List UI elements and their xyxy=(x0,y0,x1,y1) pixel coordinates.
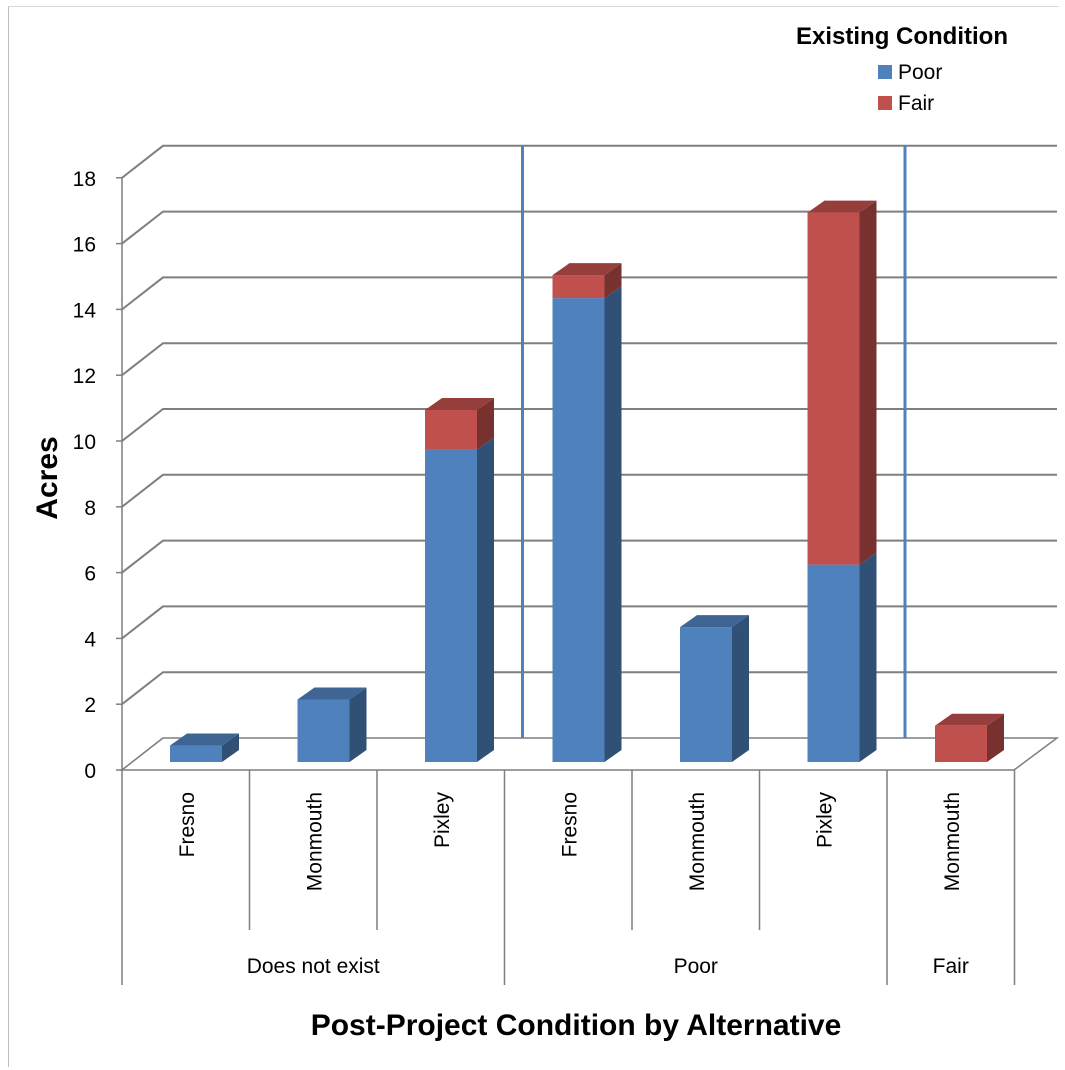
bar-side xyxy=(477,397,494,450)
bar-side xyxy=(349,687,367,762)
bar-front xyxy=(807,564,860,762)
bar-front xyxy=(170,745,222,762)
y-tick-label-2: 2 xyxy=(84,694,96,717)
legend-label-poor: Poor xyxy=(898,61,942,84)
group-label-fair: Fair xyxy=(933,955,969,978)
bar-5-monmouth-poor xyxy=(680,615,749,762)
left-wall-edge xyxy=(121,177,164,772)
bar-6-pixley-poor xyxy=(807,552,877,762)
bar-4-fresno-fair xyxy=(552,263,622,299)
y-tick-label-6: 6 xyxy=(84,563,96,586)
gridline-8 xyxy=(121,473,1057,508)
x-tick-label-6-pixley: Pixley xyxy=(813,792,836,849)
bars xyxy=(170,200,1004,762)
bar-side xyxy=(859,200,877,565)
y-tick-label-10: 10 xyxy=(73,431,96,454)
bar-front xyxy=(935,725,987,762)
legend-entry-poor: Poor xyxy=(878,61,942,84)
group-label-does-not-exist: Does not exist xyxy=(247,955,380,978)
x-axis-title: Post-Project Condition by Alternative xyxy=(311,1009,842,1042)
gridline-4 xyxy=(121,605,1057,640)
bar-2-monmouth-poor xyxy=(297,687,367,762)
y-axis-ticks: 0 2 4 6 8 10 12 14 16 18 xyxy=(73,168,122,783)
bar-front xyxy=(297,699,350,762)
x-tick-label-4-fresno: Fresno xyxy=(558,792,581,857)
bar-front xyxy=(552,275,605,299)
y-tick-label-12: 12 xyxy=(73,365,96,388)
bar-3-pixley-fair xyxy=(425,397,494,450)
bar-top-6-pixley xyxy=(807,200,877,213)
bar-4-fresno-poor xyxy=(552,286,622,762)
bar-front xyxy=(807,212,860,565)
legend-label-fair: Fair xyxy=(898,92,934,115)
x-tick-label-1-fresno: Fresno xyxy=(176,792,199,857)
x-tick-label-7-monmouth: Monmouth xyxy=(941,792,964,891)
gridline-6 xyxy=(121,539,1057,574)
bar-top-1-fresno xyxy=(170,733,239,746)
group-separators xyxy=(521,145,907,738)
bar-side xyxy=(859,552,877,762)
y-tick-label-14: 14 xyxy=(73,299,97,322)
chart-frame xyxy=(8,6,1059,1067)
bar-7-monmouth-fair xyxy=(935,713,1004,762)
bar-front xyxy=(552,298,605,762)
x-tick-label-5-monmouth: Monmouth xyxy=(686,792,709,891)
bar-front xyxy=(680,627,732,762)
bar-top-3-pixley xyxy=(425,397,494,410)
bar-side xyxy=(732,615,749,762)
legend-swatch-poor xyxy=(878,65,892,79)
gridline-16 xyxy=(121,210,1057,245)
gridline-12 xyxy=(121,342,1057,376)
gridlines xyxy=(121,144,1057,705)
gridline-2 xyxy=(121,671,1057,705)
y-tick-label-0: 0 xyxy=(84,760,96,783)
legend: Existing Condition Poor Fair xyxy=(796,23,1008,115)
legend-swatch-fair xyxy=(878,96,892,110)
bar-side xyxy=(604,263,622,299)
x-axis: Fresno Monmouth Pixley Fresno Monmouth Pixley… xyxy=(121,770,1016,985)
bar-front xyxy=(425,409,477,450)
bar-1-fresno-poor xyxy=(170,733,239,762)
legend-title: Existing Condition xyxy=(796,23,1008,50)
bar-top-5-monmouth xyxy=(680,615,749,628)
y-tick-label-4: 4 xyxy=(84,628,96,651)
gridline-10 xyxy=(121,408,1057,442)
y-tick-label-8: 8 xyxy=(84,497,96,520)
bar-top-4-fresno xyxy=(552,263,622,276)
bar-side xyxy=(604,286,622,762)
bar-front xyxy=(425,449,477,762)
legend-entry-fair: Fair xyxy=(878,92,934,115)
group-label-poor: Poor xyxy=(674,955,718,978)
y-axis-title: Acres xyxy=(31,436,64,519)
gridline-18 xyxy=(121,144,1057,179)
y-tick-label-16: 16 xyxy=(73,234,96,257)
x-tick-label-3-pixley: Pixley xyxy=(431,792,454,849)
bar-6-pixley-fair xyxy=(807,200,877,565)
gridline-14 xyxy=(121,276,1057,311)
bar-top-7-monmouth xyxy=(935,713,1004,726)
x-tick-label-2-monmouth: Monmouth xyxy=(303,792,326,891)
bar-side xyxy=(477,437,494,762)
bar-side xyxy=(222,733,239,762)
bar-top-2-monmouth xyxy=(297,687,367,700)
bar-3-pixley-poor xyxy=(425,437,494,762)
bar-side xyxy=(987,713,1004,762)
y-tick-label-18: 18 xyxy=(73,168,96,191)
